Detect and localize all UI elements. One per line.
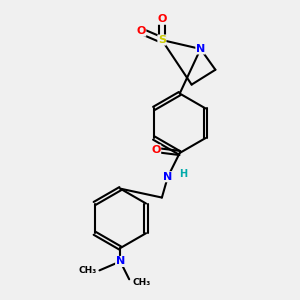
Text: S: S [158,35,166,45]
Text: N: N [196,44,205,54]
Text: N: N [116,256,125,266]
Text: O: O [157,14,167,24]
Text: CH₃: CH₃ [78,266,97,275]
Text: N: N [163,172,172,182]
Text: O: O [136,26,146,36]
Text: H: H [178,169,187,179]
Text: CH₃: CH₃ [132,278,150,287]
Text: O: O [151,145,160,155]
